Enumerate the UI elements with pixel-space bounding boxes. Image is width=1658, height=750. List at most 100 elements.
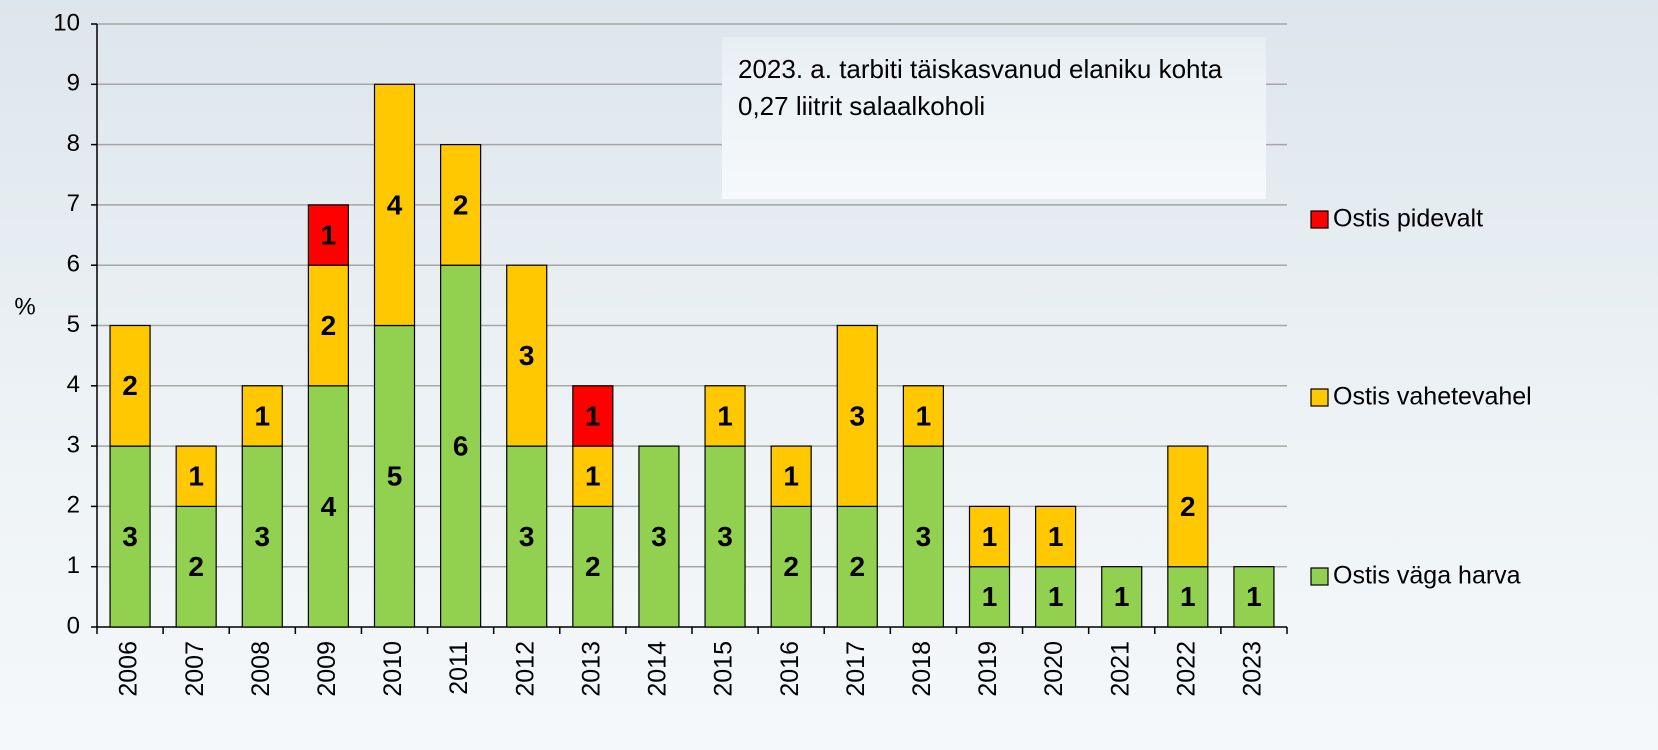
- data-label: 2: [321, 310, 337, 341]
- x-tick-label: 2015: [710, 641, 738, 697]
- bar-segment: [373, 83, 416, 327]
- data-label: 1: [1246, 581, 1262, 612]
- y-tick-label: 4: [67, 371, 80, 398]
- bar-segment: [638, 445, 680, 628]
- data-label: 1: [585, 400, 601, 431]
- bar-segment: [506, 264, 548, 447]
- x-tick-label: 2023: [1239, 641, 1267, 697]
- y-tick-label: 6: [67, 251, 80, 278]
- legend-label: Ostis vahetevahel: [1333, 383, 1532, 411]
- data-label: 1: [1180, 581, 1196, 612]
- data-label: 1: [982, 521, 998, 552]
- y-tick-label: 3: [67, 431, 80, 458]
- x-tick-label: 2022: [1172, 641, 1200, 697]
- data-label: 2: [585, 551, 601, 582]
- x-tick-label: 2016: [776, 641, 804, 697]
- y-tick-label: 9: [67, 70, 80, 97]
- y-tick-label: 8: [67, 130, 80, 157]
- data-label: 1: [1048, 521, 1064, 552]
- bar-segment: [770, 505, 812, 628]
- data-label: 3: [849, 400, 865, 431]
- bar-segment: [440, 264, 482, 628]
- x-tick-label: 2014: [644, 641, 672, 697]
- data-label: 1: [1048, 581, 1064, 612]
- x-tick-label: 2017: [842, 641, 870, 697]
- legend-label: Ostis väga harva: [1333, 562, 1521, 590]
- data-label: 1: [585, 461, 601, 492]
- legend-swatch: [1310, 388, 1329, 407]
- bar-segment: [241, 445, 283, 628]
- y-tick-label: 1: [67, 552, 80, 579]
- x-tick-label: 2010: [379, 641, 407, 697]
- bar-segment: [307, 204, 349, 266]
- y-tick-label: 2: [67, 492, 80, 519]
- data-label: 3: [651, 521, 667, 552]
- bar-segment: [770, 445, 812, 508]
- x-tick-label: 2021: [1106, 641, 1134, 697]
- x-tick-label: 2020: [1040, 641, 1068, 697]
- x-tick-label: 2007: [181, 641, 209, 697]
- bar-segment: [1167, 445, 1209, 568]
- data-label: 1: [982, 581, 998, 612]
- bar-segment: [109, 324, 151, 447]
- y-tick-label: 5: [67, 311, 80, 338]
- x-tick-label: 2011: [445, 641, 473, 695]
- bar-segment: [704, 385, 746, 447]
- legend-swatch: [1310, 210, 1329, 229]
- bar-segment: [836, 505, 878, 628]
- data-label: 1: [321, 219, 337, 250]
- x-tick-label: 2013: [577, 641, 605, 697]
- legend-label: Ostis pidevalt: [1333, 205, 1483, 233]
- bar-segment: [175, 505, 217, 628]
- data-label: 2: [188, 551, 204, 582]
- x-tick-label: 2009: [313, 641, 341, 697]
- data-label: 1: [1114, 581, 1130, 612]
- bar-segment: [572, 385, 614, 447]
- bar-segment: [1035, 566, 1077, 628]
- data-label: 3: [519, 340, 535, 371]
- bar-segment: [175, 445, 217, 508]
- data-label: 3: [519, 521, 535, 552]
- bar-segment: [836, 324, 878, 507]
- bar-segment: [307, 264, 349, 387]
- annotation: 2023. a. tarbiti täiskasvanud elaniku ko…: [722, 37, 1266, 199]
- bar-segment: [902, 385, 944, 447]
- y-axis-label: %: [14, 293, 35, 320]
- bar-segment: [373, 324, 416, 628]
- data-label: 2: [783, 551, 799, 582]
- bar-segment: [1167, 566, 1209, 628]
- bar-segment: [1035, 505, 1077, 568]
- y-tick-label: 7: [67, 190, 80, 217]
- data-label: 2: [1180, 491, 1196, 522]
- bar-segment: [241, 385, 283, 447]
- data-label: 3: [916, 521, 932, 552]
- y-tick-label: 0: [67, 612, 80, 639]
- bar-segment: [968, 505, 1011, 568]
- x-tick-label: 2006: [115, 641, 143, 697]
- bar-segment: [307, 385, 349, 628]
- data-label: 2: [453, 189, 469, 220]
- data-label: 1: [916, 400, 932, 431]
- data-label: 3: [717, 521, 733, 552]
- data-label: 2: [122, 370, 138, 401]
- bar-segment: [1233, 566, 1275, 628]
- x-tick-label: 2008: [247, 641, 275, 697]
- y-tick-label: 10: [53, 9, 80, 36]
- data-label: 1: [254, 400, 270, 431]
- bar-segment: [968, 566, 1011, 628]
- x-tick-label: 2019: [974, 641, 1002, 697]
- data-label: 2: [849, 551, 865, 582]
- data-label: 4: [387, 189, 403, 220]
- bar-segment: [572, 505, 614, 628]
- data-label: 6: [453, 430, 469, 461]
- x-tick-label: 2012: [511, 641, 539, 697]
- data-label: 4: [321, 491, 337, 522]
- data-label: 1: [188, 461, 204, 492]
- data-label: 5: [387, 461, 403, 492]
- bar-segment: [572, 445, 614, 508]
- data-label: 1: [717, 400, 733, 431]
- data-label: 1: [783, 461, 799, 492]
- data-label: 3: [254, 521, 270, 552]
